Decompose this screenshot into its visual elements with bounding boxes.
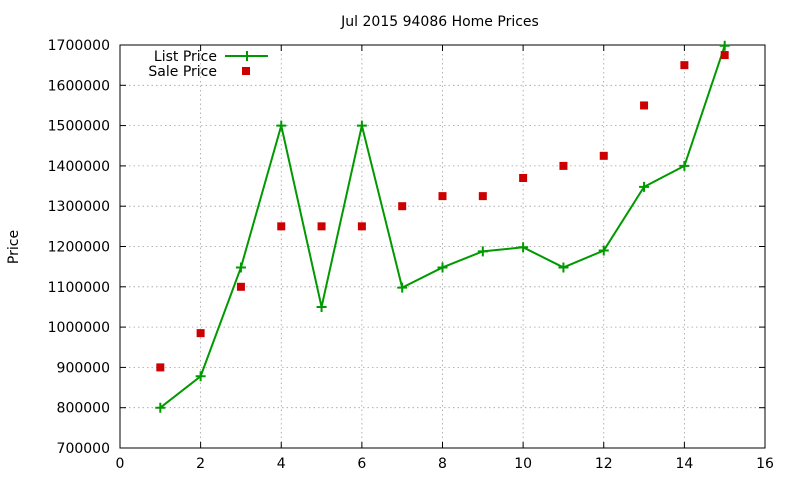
data-point-sale-price <box>196 329 205 338</box>
legend-label-sale-price: Sale Price <box>148 64 217 80</box>
y-axis-label: Price <box>6 230 22 264</box>
y-tick-label: 1500000 <box>48 119 110 135</box>
y-tick-label: 900000 <box>57 360 110 376</box>
grid <box>120 45 765 448</box>
x-tick-label: 6 <box>357 456 366 472</box>
data-point-sale-price <box>478 192 487 201</box>
data-point-sale-price <box>720 51 729 60</box>
y-axis: 700000 800000 900000 1000000 1100000 1200000 1… <box>48 38 765 457</box>
y-tick-label: 1400000 <box>48 159 110 175</box>
y-tick-label: 1000000 <box>48 320 110 336</box>
y-tick-label: 1100000 <box>48 280 110 296</box>
y-tick-label: 800000 <box>57 401 110 417</box>
data-point-list-price <box>276 120 287 131</box>
data-point-list-price <box>316 301 327 312</box>
legend: List Price Sale Price <box>148 49 268 80</box>
data-point-sale-price <box>277 222 286 231</box>
data-point-list-price <box>195 371 206 382</box>
data-point-list-price <box>155 402 166 413</box>
y-tick-label: 1300000 <box>48 199 110 215</box>
y-tick-label: 700000 <box>57 441 110 457</box>
data-point-list-price <box>477 246 488 257</box>
x-tick-label: 8 <box>438 456 447 472</box>
data-point-sale-price <box>599 151 608 160</box>
data-point-sale-price <box>398 202 407 211</box>
data-point-list-price <box>356 120 367 131</box>
data-point-list-price <box>437 262 448 273</box>
data-point-list-price <box>397 282 408 293</box>
data-point-sale-price <box>357 222 366 231</box>
data-point-sale-price <box>438 192 447 201</box>
x-tick-label: 14 <box>675 456 693 472</box>
data-point-list-price <box>518 242 529 253</box>
y-tick-label: 1700000 <box>48 38 110 54</box>
data-point-list-price <box>679 160 690 171</box>
data-point-sale-price <box>559 161 568 170</box>
legend-marker-sale-price <box>242 67 250 75</box>
data-point-sale-price <box>519 173 528 182</box>
data-point-sale-price <box>317 222 326 231</box>
x-tick-label: 10 <box>514 456 532 472</box>
x-tick-label: 16 <box>756 456 774 472</box>
x-tick-label: 4 <box>277 456 286 472</box>
data-point-list-price <box>558 262 569 273</box>
chart-title: Jul 2015 94086 Home Prices <box>340 14 539 30</box>
data-point-list-price <box>235 262 246 273</box>
data-point-sale-price <box>156 363 165 372</box>
data-point-sale-price <box>680 61 689 70</box>
data-point-list-price <box>639 181 650 192</box>
legend-marker-list-price <box>242 51 252 61</box>
data-point-list-price <box>719 40 730 51</box>
data-point-sale-price <box>236 282 245 291</box>
x-tick-label: 12 <box>595 456 613 472</box>
x-axis: 0 2 4 6 8 10 12 14 16 <box>116 45 774 472</box>
y-tick-label: 1600000 <box>48 78 110 94</box>
legend-label-list-price: List Price <box>154 49 217 65</box>
x-tick-label: 2 <box>196 456 205 472</box>
series-layer <box>155 40 730 413</box>
data-point-list-price <box>598 245 609 256</box>
x-tick-label: 0 <box>116 456 125 472</box>
y-tick-label: 1200000 <box>48 240 110 256</box>
data-point-sale-price <box>640 101 649 110</box>
